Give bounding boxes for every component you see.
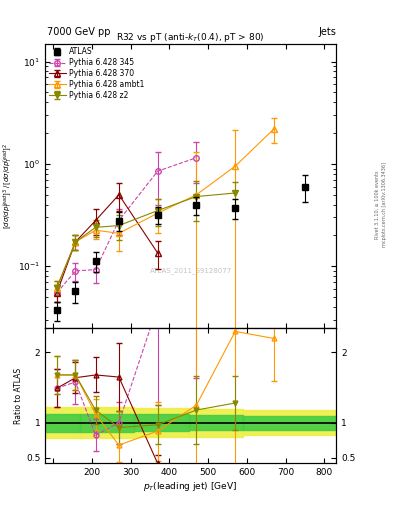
Bar bbox=[80, 407, 134, 438]
Text: Rivet 3.1.10, ≥ 100k events: Rivet 3.1.10, ≥ 100k events bbox=[375, 170, 380, 239]
Text: ATLAS_2011_S9128077: ATLAS_2011_S9128077 bbox=[149, 268, 232, 274]
Y-axis label: $[d\sigma/dp_T^{lead}]^3\,/\,[d\sigma/dp_T^{lead}]^2$: $[d\sigma/dp_T^{lead}]^3\,/\,[d\sigma/dp… bbox=[2, 143, 15, 229]
Legend: ATLAS, Pythia 6.428 345, Pythia 6.428 370, Pythia 6.428 ambt1, Pythia 6.428 z2: ATLAS, Pythia 6.428 345, Pythia 6.428 37… bbox=[48, 46, 146, 101]
Title: R32 vs pT (anti-$k_T$(0.4), pT > 80): R32 vs pT (anti-$k_T$(0.4), pT > 80) bbox=[116, 31, 265, 44]
Bar bbox=[134, 408, 189, 437]
Bar bbox=[189, 415, 243, 431]
Bar bbox=[45, 407, 80, 438]
Text: Jets: Jets bbox=[319, 27, 336, 37]
Bar bbox=[80, 414, 134, 432]
Bar bbox=[243, 410, 336, 435]
Bar bbox=[45, 414, 80, 432]
Bar bbox=[243, 416, 336, 430]
Text: mcplots.cern.ch [arXiv:1306.3436]: mcplots.cern.ch [arXiv:1306.3436] bbox=[382, 162, 387, 247]
Text: 7000 GeV pp: 7000 GeV pp bbox=[47, 27, 111, 37]
Y-axis label: Ratio to ATLAS: Ratio to ATLAS bbox=[14, 368, 23, 424]
Bar bbox=[189, 409, 243, 437]
X-axis label: $p_T$(leading jet) [GeV]: $p_T$(leading jet) [GeV] bbox=[143, 480, 238, 493]
Bar bbox=[134, 414, 189, 431]
